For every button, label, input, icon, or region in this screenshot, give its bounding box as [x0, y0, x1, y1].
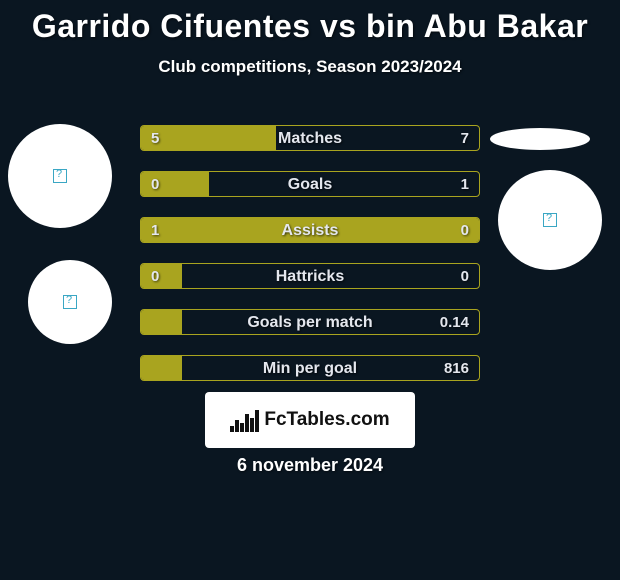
player-avatar-left-1	[8, 124, 112, 228]
stat-value-left: 5	[151, 126, 159, 152]
stats-comparison-chart: Matches57Goals01Assists10Hattricks00Goal…	[140, 125, 480, 401]
page-title: Garrido Cifuentes vs bin Abu Bakar	[0, 0, 620, 45]
brand-bars-icon	[230, 408, 258, 432]
stat-bar: Hattricks0 0	[140, 263, 480, 289]
stat-bar: Matches5 7	[140, 125, 480, 151]
stat-value-right: 1	[461, 172, 469, 198]
stat-label: Assists	[141, 218, 479, 244]
stat-value-left: 0	[151, 172, 159, 198]
brand-text: FcTables.com	[264, 409, 389, 431]
stat-label: Goals	[141, 172, 479, 198]
image-placeholder-icon	[63, 295, 77, 309]
stat-bar: Assists1 0	[140, 217, 480, 243]
stat-bar: Min per goal816	[140, 355, 480, 381]
player-avatar-right	[498, 170, 602, 270]
stat-label: Hattricks	[141, 264, 479, 290]
stat-value-left: 1	[151, 218, 159, 244]
stat-label: Matches	[141, 126, 479, 152]
subtitle: Club competitions, Season 2023/2024	[0, 57, 620, 77]
stat-value-right: 7	[461, 126, 469, 152]
stat-value-right: 816	[444, 356, 469, 382]
date-label: 6 november 2024	[0, 455, 620, 476]
player-avatar-left-2	[28, 260, 112, 344]
stat-value-right: 0	[461, 218, 469, 244]
brand-badge: FcTables.com	[205, 392, 415, 448]
stat-label: Min per goal	[141, 356, 479, 382]
stat-value-left: 0	[151, 264, 159, 290]
stat-bar: Goals per match0.14	[140, 309, 480, 335]
stat-bar: Goals0 1	[140, 171, 480, 197]
stat-label: Goals per match	[141, 310, 479, 336]
image-placeholder-icon	[543, 213, 557, 227]
stat-value-right: 0	[461, 264, 469, 290]
image-placeholder-icon	[53, 169, 67, 183]
player-avatar-right-top	[490, 128, 590, 150]
stat-value-right: 0.14	[440, 310, 469, 336]
